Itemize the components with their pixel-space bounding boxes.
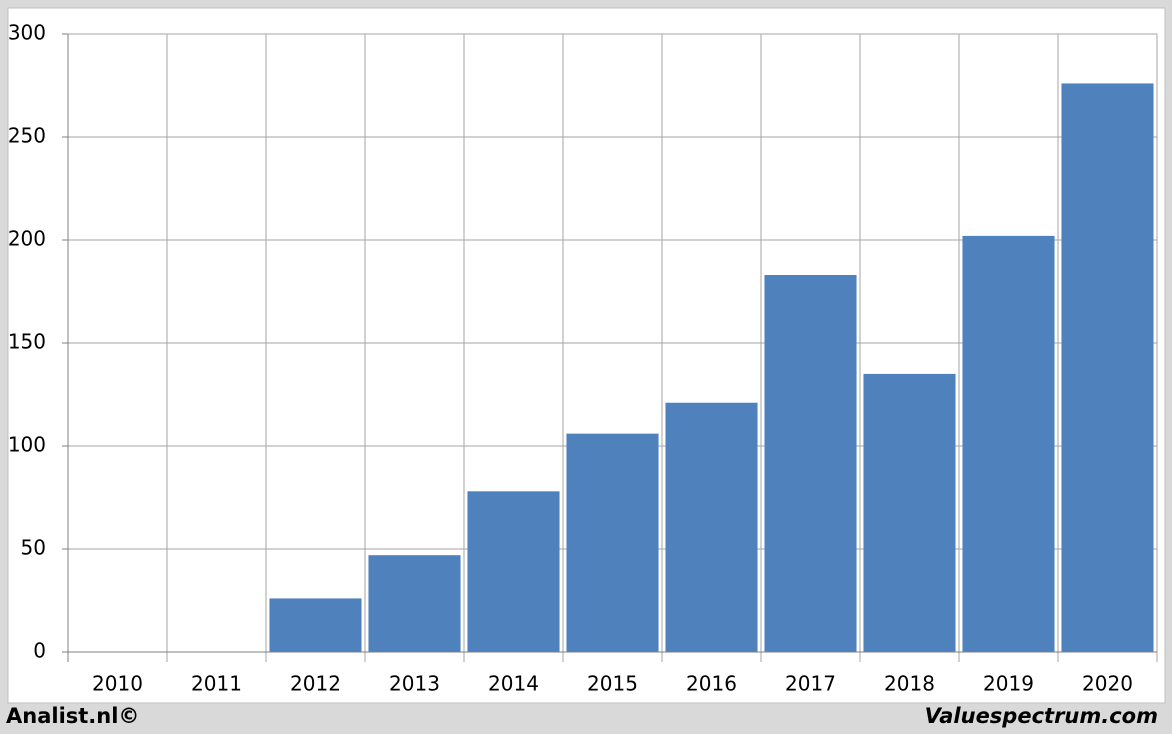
bar	[269, 598, 362, 652]
bar	[863, 373, 956, 652]
source-left: Analist.nl©	[6, 704, 139, 728]
y-tick-label: 200	[8, 227, 46, 251]
bar	[1061, 83, 1154, 652]
x-tick-label: 2016	[686, 672, 737, 696]
x-tick-label: 2019	[983, 672, 1034, 696]
x-tick-label: 2020	[1082, 672, 1133, 696]
y-tick-label: 300	[8, 21, 46, 45]
source-right: Valuespectrum.com	[925, 704, 1158, 728]
x-tick-label: 2015	[587, 672, 638, 696]
x-tick-label: 2018	[884, 672, 935, 696]
bar	[962, 235, 1055, 652]
bar	[764, 275, 857, 652]
y-tick-label: 50	[21, 536, 46, 560]
x-tick-label: 2010	[92, 672, 143, 696]
bar	[566, 433, 659, 652]
y-tick-label: 250	[8, 124, 46, 148]
x-tick-label: 2017	[785, 672, 836, 696]
bar	[368, 555, 461, 652]
bar	[467, 491, 560, 652]
y-tick-label: 0	[33, 639, 46, 663]
bar	[665, 402, 758, 652]
x-tick-label: 2014	[488, 672, 539, 696]
x-tick-label: 2011	[191, 672, 242, 696]
y-tick-label: 100	[8, 433, 46, 457]
y-tick-label: 150	[8, 330, 46, 354]
x-tick-label: 2013	[389, 672, 440, 696]
x-tick-label: 2012	[290, 672, 341, 696]
